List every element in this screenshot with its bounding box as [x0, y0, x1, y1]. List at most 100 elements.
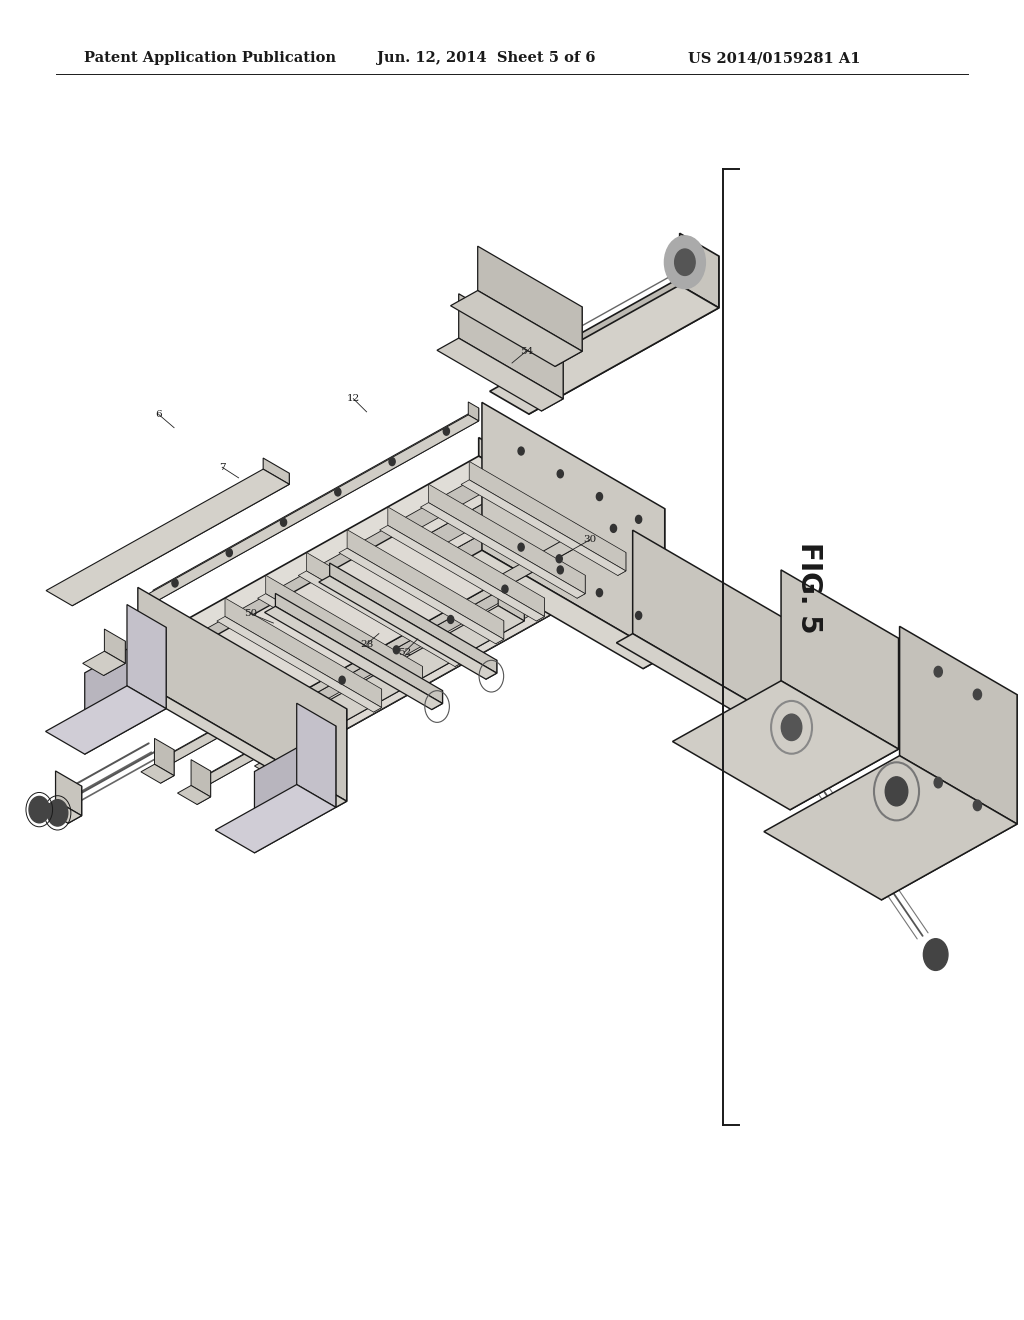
Polygon shape	[336, 709, 347, 808]
Circle shape	[556, 554, 562, 562]
Polygon shape	[171, 466, 497, 678]
Polygon shape	[781, 570, 899, 750]
Circle shape	[924, 939, 948, 970]
Circle shape	[443, 428, 450, 436]
Polygon shape	[187, 506, 522, 693]
Polygon shape	[154, 408, 479, 603]
Polygon shape	[522, 587, 531, 605]
Circle shape	[226, 549, 232, 557]
Polygon shape	[643, 508, 665, 669]
Polygon shape	[330, 564, 497, 673]
Polygon shape	[633, 531, 790, 725]
Polygon shape	[266, 552, 601, 739]
Polygon shape	[55, 771, 82, 816]
Circle shape	[885, 777, 907, 805]
Polygon shape	[281, 606, 524, 742]
Text: Patent Application Publication: Patent Application Publication	[84, 51, 336, 65]
Circle shape	[172, 579, 178, 587]
Circle shape	[447, 615, 454, 623]
Polygon shape	[616, 634, 790, 734]
Polygon shape	[216, 529, 498, 689]
Polygon shape	[513, 477, 522, 511]
Circle shape	[518, 447, 524, 455]
Text: Jun. 12, 2014  Sheet 5 of 6: Jun. 12, 2014 Sheet 5 of 6	[377, 51, 595, 65]
Polygon shape	[580, 572, 593, 591]
Text: 6: 6	[156, 411, 162, 418]
Polygon shape	[223, 496, 549, 709]
Polygon shape	[83, 651, 125, 676]
Polygon shape	[479, 438, 635, 548]
Polygon shape	[489, 285, 719, 414]
Polygon shape	[673, 681, 899, 810]
Polygon shape	[292, 566, 627, 754]
Polygon shape	[469, 462, 626, 572]
Polygon shape	[46, 469, 290, 606]
Polygon shape	[478, 246, 583, 351]
Circle shape	[610, 524, 616, 532]
Polygon shape	[138, 587, 347, 801]
Polygon shape	[388, 507, 545, 616]
Polygon shape	[347, 529, 504, 639]
Polygon shape	[333, 711, 341, 735]
Circle shape	[636, 611, 642, 619]
Polygon shape	[487, 461, 497, 496]
Circle shape	[335, 488, 341, 496]
Polygon shape	[318, 576, 497, 680]
Polygon shape	[499, 594, 524, 620]
Polygon shape	[214, 521, 549, 709]
Polygon shape	[306, 553, 463, 663]
Circle shape	[557, 566, 563, 574]
Polygon shape	[162, 491, 497, 678]
Polygon shape	[428, 484, 585, 594]
Polygon shape	[160, 578, 495, 766]
Circle shape	[281, 519, 287, 527]
Text: 28: 28	[360, 640, 373, 648]
Polygon shape	[455, 644, 463, 667]
Polygon shape	[258, 594, 422, 689]
Polygon shape	[217, 616, 382, 711]
Polygon shape	[69, 787, 82, 824]
Polygon shape	[161, 750, 174, 783]
Polygon shape	[882, 694, 1017, 900]
Polygon shape	[496, 620, 504, 644]
Polygon shape	[215, 784, 336, 853]
Polygon shape	[321, 506, 646, 701]
Polygon shape	[254, 583, 593, 774]
Polygon shape	[537, 598, 545, 620]
Polygon shape	[127, 680, 347, 808]
Polygon shape	[104, 630, 125, 664]
Polygon shape	[85, 627, 166, 754]
Circle shape	[596, 589, 602, 597]
Polygon shape	[240, 536, 574, 723]
Polygon shape	[155, 738, 174, 776]
Polygon shape	[791, 639, 899, 810]
Polygon shape	[298, 572, 463, 667]
Polygon shape	[565, 507, 574, 541]
Polygon shape	[254, 726, 336, 853]
Polygon shape	[380, 525, 545, 620]
Polygon shape	[46, 686, 166, 754]
Circle shape	[502, 585, 508, 593]
Polygon shape	[635, 499, 646, 519]
Circle shape	[781, 714, 802, 741]
Polygon shape	[206, 593, 531, 787]
Polygon shape	[191, 759, 211, 797]
Polygon shape	[415, 667, 422, 689]
Polygon shape	[275, 594, 442, 704]
Polygon shape	[263, 458, 290, 484]
Polygon shape	[592, 521, 601, 557]
Polygon shape	[572, 521, 586, 543]
Polygon shape	[461, 480, 626, 576]
Circle shape	[596, 492, 602, 500]
Polygon shape	[899, 627, 1017, 824]
Polygon shape	[307, 573, 498, 689]
Polygon shape	[225, 598, 382, 708]
Circle shape	[47, 800, 68, 826]
Polygon shape	[407, 520, 498, 582]
Text: 54: 54	[520, 347, 532, 355]
Text: 52: 52	[398, 648, 411, 656]
Polygon shape	[275, 527, 601, 739]
Circle shape	[934, 777, 942, 788]
Polygon shape	[617, 537, 627, 572]
Polygon shape	[197, 482, 522, 693]
